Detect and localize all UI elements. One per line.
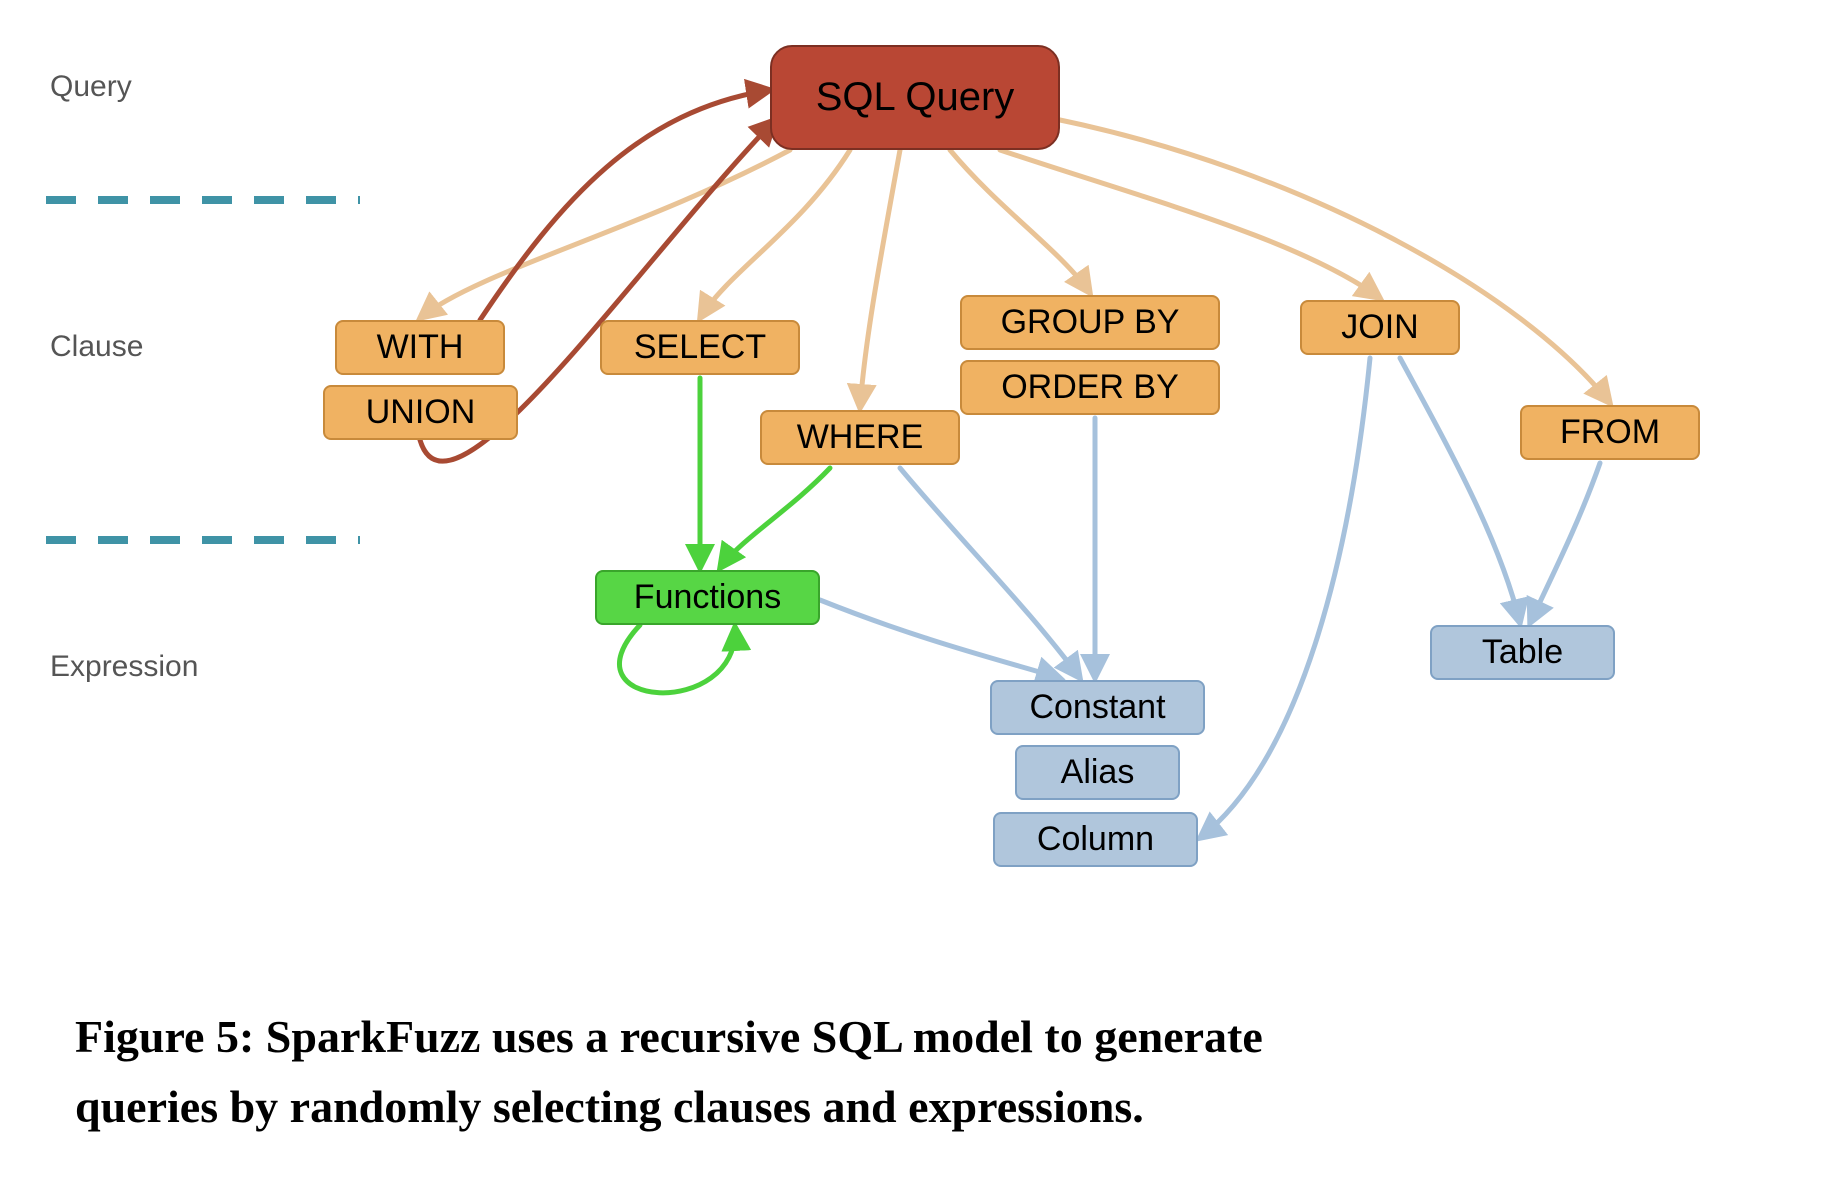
node-alias: Alias [1015,745,1180,800]
node-where: WHERE [760,410,960,465]
edge-where_fn [720,468,830,568]
edge-with_sq [480,90,770,320]
edge-sq_with [420,150,790,318]
figure-caption-line1: Figure 5: SparkFuzz uses a recursive SQL… [75,1010,1263,1063]
edge-sq_select [700,150,850,318]
node-with: WITH [335,320,505,375]
node-from: FROM [1520,405,1700,460]
node-orderby: ORDER BY [960,360,1220,415]
row-label-query: Query [50,70,132,104]
node-groupby: GROUP BY [960,295,1220,350]
node-constant: Constant [990,680,1205,735]
edge-fn_const [820,600,1060,678]
edge-sq_where [860,150,900,408]
figure-caption-line2: queries by randomly selecting clauses an… [75,1080,1144,1133]
edge-join_table [1400,358,1520,623]
node-select: SELECT [600,320,800,375]
edge-layer [0,0,1840,1178]
edge-join_column [1200,358,1370,838]
edge-sq_groupby [950,150,1090,293]
diagram-stage: { "canvas": { "width": 1840, "height": 1… [0,0,1840,1178]
node-column: Column [993,812,1198,867]
edge-fn_self [619,625,735,693]
node-join: JOIN [1300,300,1460,355]
row-label-expression: Expression [50,650,198,684]
node-functions: Functions [595,570,820,625]
edge-where_const [900,468,1080,678]
node-sql-query: SQL Query [770,45,1060,150]
edge-sq_join [1000,150,1380,298]
node-union: UNION [323,385,518,440]
node-table: Table [1430,625,1615,680]
edge-from_table [1530,463,1600,623]
row-label-clause: Clause [50,330,143,364]
